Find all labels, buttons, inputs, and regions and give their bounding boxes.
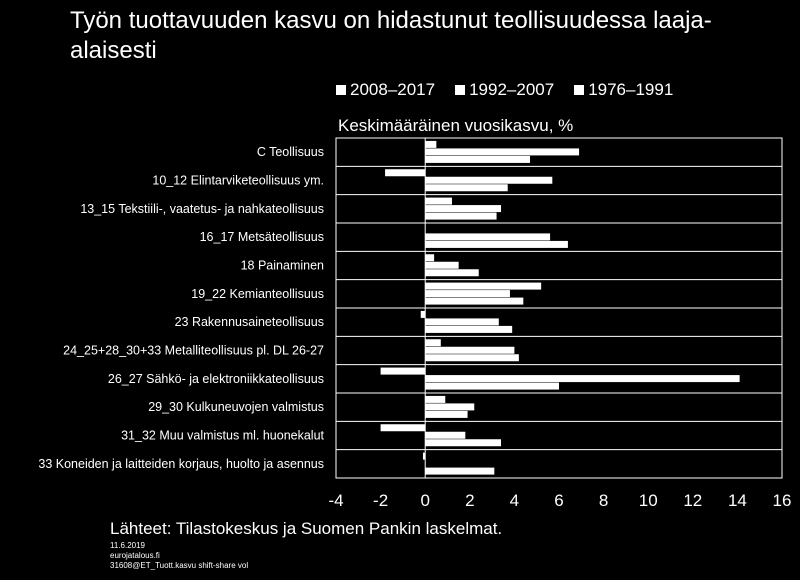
legend-item-1992-2007: 1992–2007 xyxy=(455,80,554,100)
bar-2008–2017 xyxy=(422,452,426,460)
bar-1976–1991 xyxy=(425,212,497,220)
bar-1976–1991 xyxy=(425,325,513,333)
bar-1992–2007 xyxy=(425,346,515,354)
legend-swatch xyxy=(336,85,346,95)
footer-date: 11.6.2019 xyxy=(110,541,145,550)
bar-2008–2017 xyxy=(425,197,452,205)
category-label: 19_22 Kemianteollisuus xyxy=(191,287,324,301)
bar-1976–1991 xyxy=(425,297,524,305)
bar-1976–1991 xyxy=(425,354,519,362)
bar-1992–2007 xyxy=(425,148,580,156)
footer-file: 31608@ET_Tuott.kasvu shift-share vol xyxy=(110,561,249,570)
bar-2008–2017 xyxy=(380,424,426,432)
x-tick-label: 2 xyxy=(465,491,474,510)
bar-1976–1991 xyxy=(425,155,531,163)
chart-subtitle: Keskimääräinen vuosikasvu, % xyxy=(338,116,574,135)
bar-1976–1991 xyxy=(425,184,508,192)
x-tick-label: 6 xyxy=(554,491,563,510)
category-label: 31_32 Muu valmistus ml. huonekalut xyxy=(121,429,324,443)
bar-2008–2017 xyxy=(380,367,426,375)
x-tick-label: 8 xyxy=(599,491,608,510)
legend-swatch xyxy=(574,85,585,95)
bar-1992–2007 xyxy=(425,403,475,411)
bar-2008–2017 xyxy=(420,310,426,318)
bar-1976–1991 xyxy=(425,467,495,475)
bar-1976–1991 xyxy=(425,410,468,418)
bar-1976–1991 xyxy=(425,382,559,390)
bar-1992–2007 xyxy=(425,233,551,241)
bar-1992–2007 xyxy=(425,431,466,439)
bar-2008–2017 xyxy=(425,395,446,403)
x-tick-label: -4 xyxy=(328,491,343,510)
bar-1976–1991 xyxy=(425,240,568,248)
x-tick-label: 0 xyxy=(420,491,429,510)
bar-2008–2017 xyxy=(425,254,435,262)
bar-2008–2017 xyxy=(385,169,426,177)
category-label: 29_30 Kulkuneuvojen valmistus xyxy=(148,400,324,414)
source-note: Lähteet: Tilastokeskus ja Suomen Pankin … xyxy=(110,519,503,538)
bar-2008–2017 xyxy=(425,282,542,290)
category-label: 24_25+28_30+33 Metalliteollisuus pl. DL … xyxy=(63,344,324,358)
bar-1992–2007 xyxy=(425,205,502,213)
category-label: 33 Koneiden ja laitteiden korjaus, huolt… xyxy=(38,457,324,471)
legend-swatch xyxy=(455,85,466,95)
footer-site: eurojatalous.fi xyxy=(110,551,160,560)
x-tick-label: 10 xyxy=(639,491,658,510)
bar-1992–2007 xyxy=(425,290,510,298)
category-label: 16_17 Metsäteollisuus xyxy=(200,230,324,244)
bar-1976–1991 xyxy=(425,439,502,447)
category-label: 26_27 Sähkö- ja elektroniikkateollisuus xyxy=(108,372,324,386)
x-tick-label: 12 xyxy=(683,491,702,510)
x-tick-label: 16 xyxy=(773,491,792,510)
x-tick-label: 4 xyxy=(510,491,519,510)
legend-label: 2008–2017 xyxy=(350,80,436,99)
category-label: 13_15 Tekstiili-, vaatetus- ja nahkateol… xyxy=(80,202,324,216)
category-label: 23 Rakennusaineteollisuus xyxy=(175,315,324,329)
bar-1976–1991 xyxy=(425,269,479,277)
legend-item-2008-2017: 2008–2017 xyxy=(336,80,435,100)
bar-1992–2007 xyxy=(425,375,740,383)
bar-2008–2017 xyxy=(425,339,441,347)
x-tick-label: 14 xyxy=(728,491,747,510)
x-tick-label: -2 xyxy=(373,491,388,510)
bar-1992–2007 xyxy=(425,318,499,326)
category-label: 10_12 Elintarviketeollisuus ym. xyxy=(152,174,324,188)
legend-item-1976-1991: 1976–1991 xyxy=(574,80,673,100)
legend-label: 1992–2007 xyxy=(469,80,555,99)
chart-title: Työn tuottavuuden kasvu on hidastunut te… xyxy=(70,7,712,64)
footer-meta: 11.6.2019 eurojatalous.fi 31608@ET_Tuott… xyxy=(110,541,248,571)
bar-2008–2017 xyxy=(425,140,437,148)
bar-1992–2007 xyxy=(425,261,459,269)
legend: 2008–2017 1992–2007 1976–1991 xyxy=(336,80,673,100)
category-label: C Teollisuus xyxy=(257,145,324,159)
bar-1992–2007 xyxy=(425,176,553,184)
category-label: 18 Painaminen xyxy=(241,259,324,273)
legend-label: 1976–1991 xyxy=(588,80,674,99)
